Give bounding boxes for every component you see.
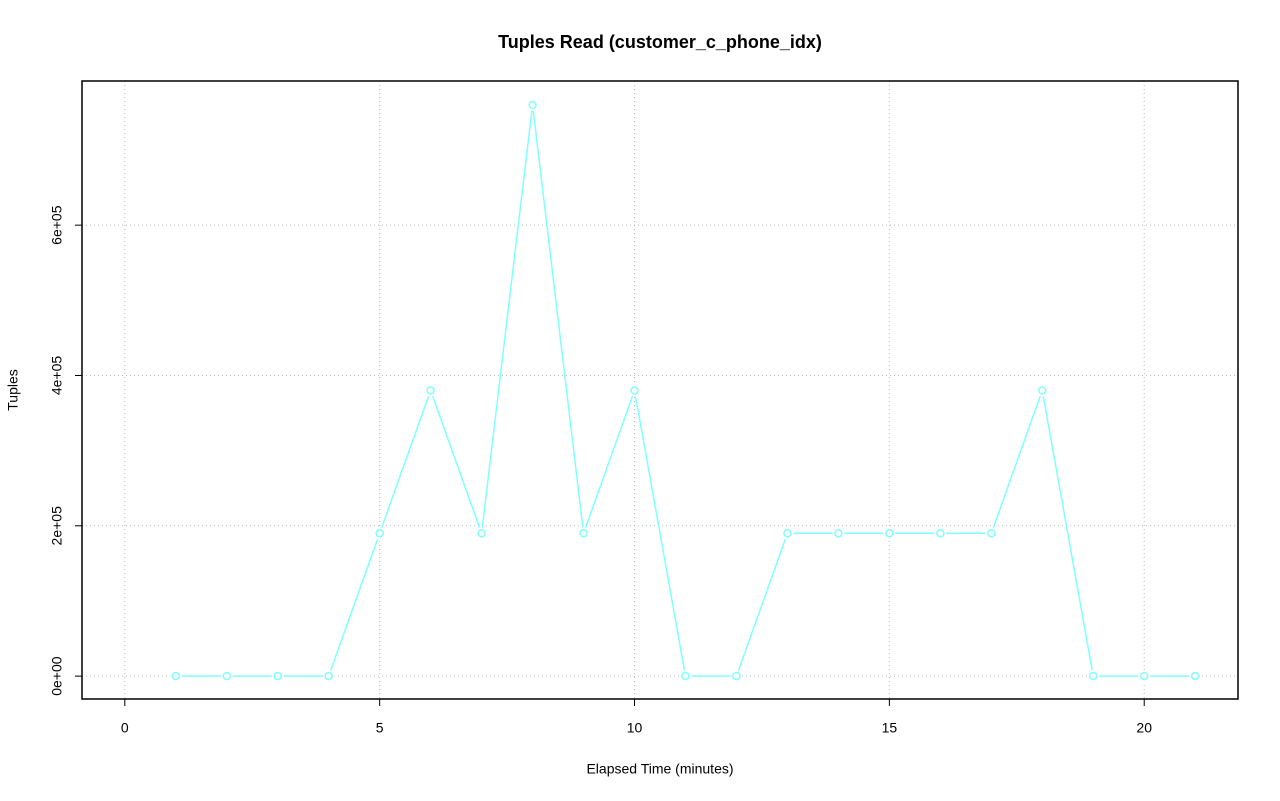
- x-tick-label: 0: [121, 720, 129, 736]
- data-point: [579, 529, 588, 538]
- x-tick-label: 20: [1136, 720, 1152, 736]
- y-tick-label: 2e+05: [49, 506, 65, 546]
- y-tick-label: 4e+05: [49, 356, 65, 396]
- data-point: [1088, 671, 1098, 681]
- x-axis-label: Elapsed Time (minutes): [586, 761, 733, 777]
- y-axis-label: Tuples: [5, 369, 21, 411]
- data-point: [987, 529, 996, 538]
- data-point: [732, 671, 741, 681]
- x-tick-label: 10: [627, 720, 643, 736]
- data-point: [324, 671, 333, 681]
- chart-title: Tuples Read (customer_c_phone_idx): [498, 32, 822, 52]
- data-point: [783, 529, 792, 538]
- data-point: [885, 529, 894, 538]
- data-point: [1139, 671, 1149, 681]
- data-point: [273, 671, 282, 681]
- data-point: [426, 386, 435, 395]
- data-point: [1038, 386, 1047, 395]
- data-point: [375, 529, 384, 538]
- data-point: [528, 100, 537, 110]
- plot-frame: [81, 80, 1239, 700]
- y-tick-label: 0e+00: [49, 656, 65, 696]
- x-tick-label: 5: [376, 720, 384, 736]
- data-point: [936, 529, 945, 538]
- data-point: [171, 671, 181, 681]
- data-point: [477, 529, 486, 538]
- data-point: [1190, 671, 1200, 681]
- data-point: [834, 529, 843, 538]
- data-point: [630, 386, 639, 395]
- data-point: [681, 671, 690, 681]
- data-point: [222, 671, 232, 681]
- y-tick-label: 6e+05: [49, 205, 65, 245]
- x-tick-label: 15: [882, 720, 898, 736]
